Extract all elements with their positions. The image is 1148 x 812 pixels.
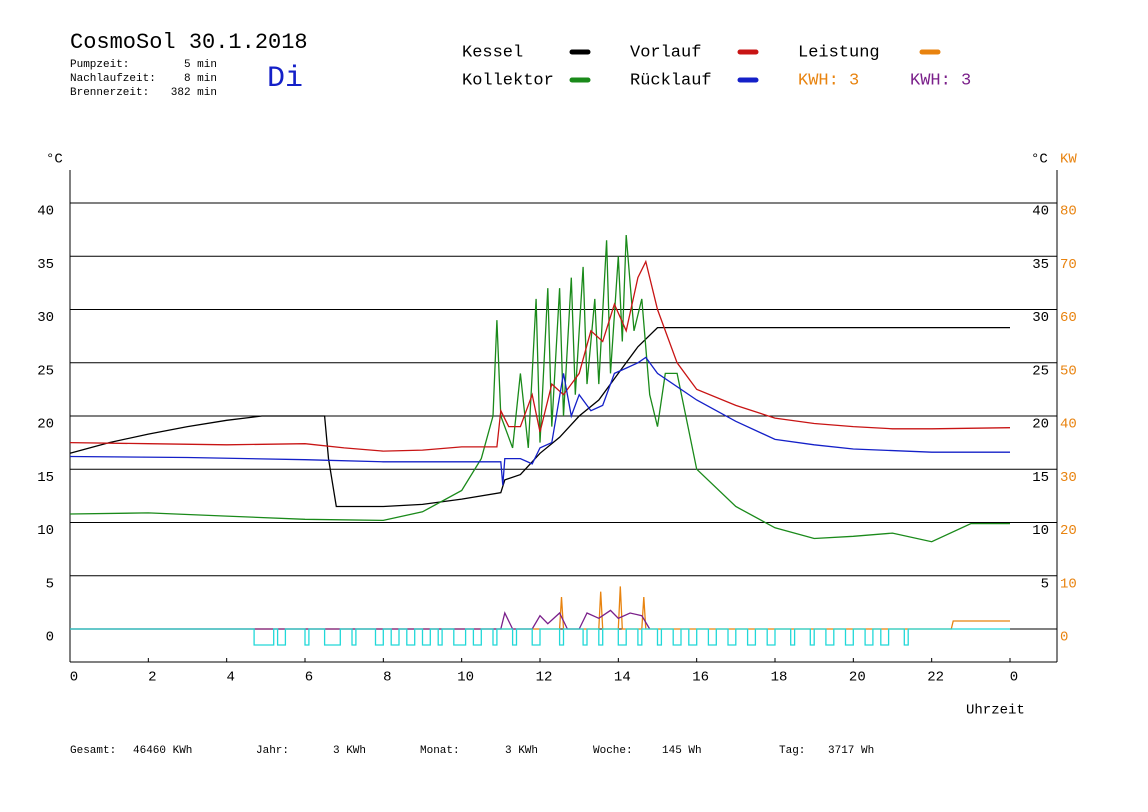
series-line (69, 234, 1010, 543)
footer-value: 3717 Wh (828, 745, 874, 757)
series-line (70, 628, 1010, 646)
x-tick-label: 4 (226, 670, 234, 686)
legend-label: Kessel (462, 43, 523, 62)
x-tick-label: 10 (457, 670, 474, 686)
y-right-tick-label: 15 (1032, 470, 1049, 486)
y-right-tick-label: 35 (1032, 257, 1049, 273)
stat-value: 5 min (184, 59, 217, 71)
y2-unit: KW (1060, 152, 1077, 168)
y2-tick-label: 50 (1060, 363, 1077, 379)
footer-value: 3 KWh (505, 745, 538, 757)
x-tick-label: 8 (383, 670, 391, 686)
y-tick-label: 0 (46, 630, 54, 646)
y2-tick-label: 70 (1060, 257, 1077, 273)
y-right-tick-label: 25 (1032, 363, 1049, 379)
series-line (70, 586, 1010, 630)
chart-title: CosmoSol 30.1.2018 (70, 30, 308, 55)
x-tick-label: 0 (70, 670, 78, 686)
legend-label: Rücklauf (630, 71, 712, 90)
x-tick-label: 0 (1010, 670, 1018, 686)
y-tick-label: 40 (37, 204, 54, 220)
stat-label: Nachlaufzeit: (70, 73, 156, 85)
y-right-tick-label: 20 (1032, 417, 1049, 433)
footer-value: 145 Wh (662, 745, 702, 757)
footer-label: Woche: (593, 745, 633, 757)
footer-label: Gesamt: (70, 745, 116, 757)
footer-label: Monat: (420, 745, 460, 757)
series-line (69, 259, 1011, 452)
stat-value: 382 min (171, 87, 217, 99)
y2-tick-label: 60 (1060, 310, 1077, 326)
y-tick-label: 15 (37, 470, 54, 486)
y-unit-right: °C (1031, 152, 1048, 168)
x-tick-label: 20 (849, 670, 866, 686)
y2-tick-label: 80 (1060, 204, 1077, 220)
y2-tick-label: 0 (1060, 630, 1068, 646)
y-right-tick-label: 40 (1032, 204, 1049, 220)
x-tick-label: 14 (614, 670, 631, 686)
y-right-tick-label: 30 (1032, 310, 1049, 326)
y2-tick-label: 40 (1060, 417, 1077, 433)
y-tick-label: 30 (37, 310, 54, 326)
kwh-label: KWH: 3 (910, 71, 971, 90)
y-tick-label: 25 (37, 363, 54, 379)
kwh-label: KWH: 3 (798, 71, 859, 90)
y-right-tick-label: 10 (1032, 523, 1049, 539)
legend-label: Kollektor (462, 71, 554, 90)
stat-label: Pumpzeit: (70, 59, 129, 71)
x-tick-label: 18 (771, 670, 788, 686)
y-tick-label: 5 (46, 576, 54, 592)
x-tick-label: 16 (692, 670, 709, 686)
stat-label: Brennerzeit: (70, 87, 149, 99)
y2-tick-label: 20 (1060, 523, 1077, 539)
x-tick-label: 22 (927, 670, 944, 686)
legend-label: Leistung (798, 43, 880, 62)
legend-label: Vorlauf (630, 43, 701, 62)
y-tick-label: 35 (37, 257, 54, 273)
y2-tick-label: 10 (1060, 576, 1077, 592)
footer-value: 3 KWh (333, 745, 366, 757)
series-line (69, 356, 1010, 486)
y-tick-label: 10 (37, 523, 54, 539)
y2-tick-label: 30 (1060, 470, 1077, 486)
y-unit: °C (46, 152, 63, 168)
weekday: Di (267, 62, 303, 96)
footer-value: 46460 KWh (133, 745, 192, 757)
footer-label: Jahr: (256, 745, 289, 757)
footer-label: Tag: (779, 745, 805, 757)
x-tick-label: 2 (148, 670, 156, 686)
y-right-tick-label: 5 (1041, 576, 1049, 592)
x-tick-label: 6 (305, 670, 313, 686)
x-tick-label: 12 (536, 670, 553, 686)
y-tick-label: 20 (37, 417, 54, 433)
series-line (69, 326, 1010, 508)
stat-value: 8 min (184, 73, 217, 85)
x-axis-label: Uhrzeit (966, 703, 1025, 719)
